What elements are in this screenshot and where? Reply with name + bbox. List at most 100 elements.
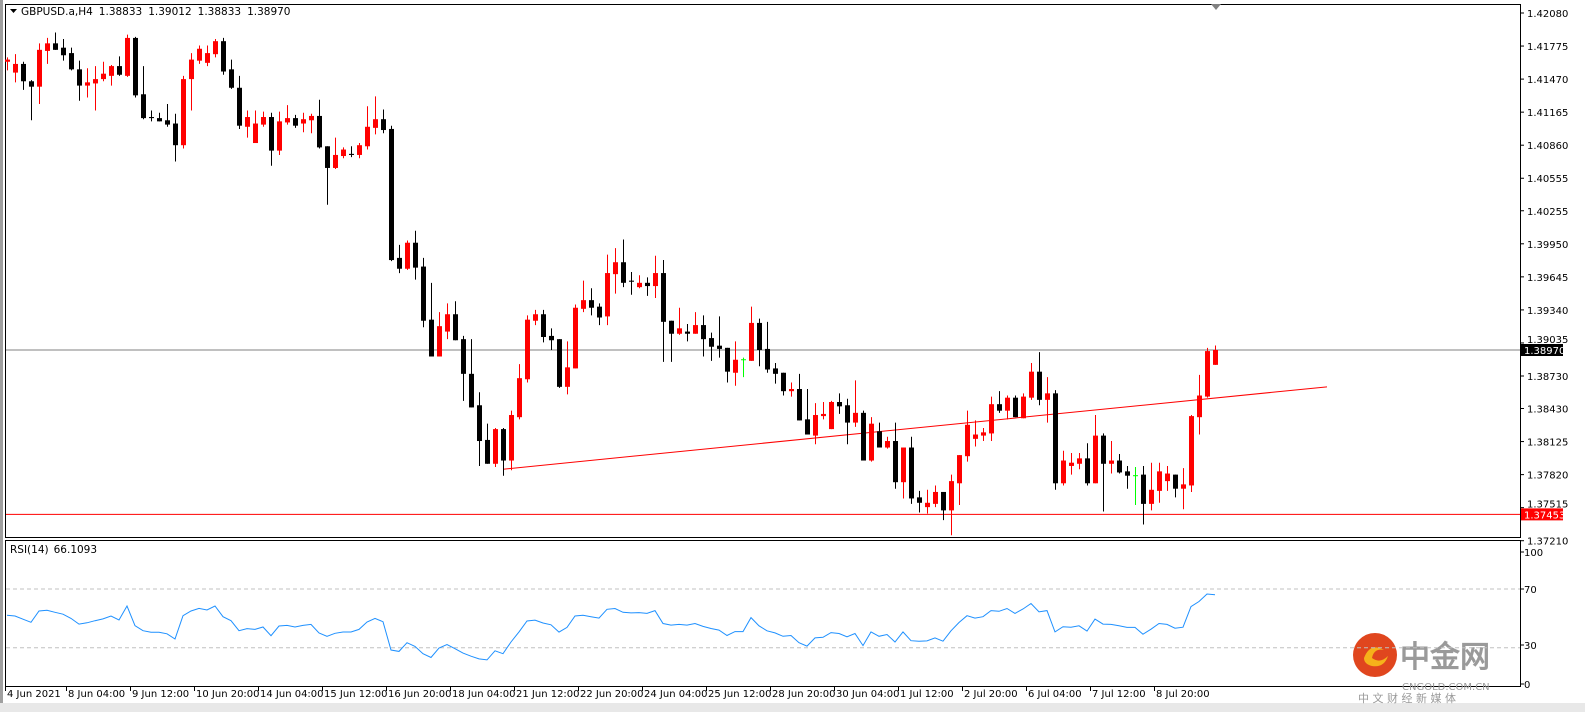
- rsi-line[interactable]: [6, 593, 1216, 661]
- candle[interactable]: [565, 341, 570, 395]
- rsi-pane[interactable]: [5, 540, 1521, 687]
- candle[interactable]: [485, 423, 490, 464]
- candle[interactable]: [85, 68, 90, 98]
- candle[interactable]: [669, 320, 674, 362]
- candle[interactable]: [405, 240, 410, 270]
- candle[interactable]: [573, 304, 578, 369]
- candle[interactable]: [717, 316, 722, 358]
- candle[interactable]: [877, 422, 882, 448]
- candle[interactable]: [749, 306, 754, 361]
- trendline[interactable]: [502, 386, 1328, 470]
- candle[interactable]: [1101, 433, 1106, 512]
- candle[interactable]: [773, 363, 778, 384]
- candle[interactable]: [1173, 474, 1178, 498]
- candle[interactable]: [581, 280, 586, 313]
- candle[interactable]: [997, 391, 1002, 413]
- candle[interactable]: [837, 393, 842, 414]
- candle[interactable]: [605, 254, 610, 326]
- candle[interactable]: [1133, 467, 1138, 505]
- candle[interactable]: [1125, 465, 1130, 489]
- candle[interactable]: [981, 428, 986, 442]
- candle[interactable]: [1205, 347, 1210, 398]
- candle[interactable]: [1069, 452, 1074, 475]
- candle[interactable]: [109, 65, 114, 86]
- candle[interactable]: [205, 45, 210, 67]
- candle[interactable]: [653, 255, 658, 298]
- candle[interactable]: [1021, 393, 1026, 419]
- candle[interactable]: [845, 398, 850, 445]
- candle[interactable]: [813, 403, 818, 445]
- candle[interactable]: [117, 56, 122, 76]
- candle[interactable]: [13, 54, 18, 83]
- candle[interactable]: [45, 37, 50, 64]
- candle[interactable]: [133, 36, 138, 98]
- candle[interactable]: [341, 147, 346, 159]
- candle[interactable]: [453, 301, 458, 341]
- candle[interactable]: [685, 323, 690, 342]
- candle[interactable]: [709, 332, 714, 361]
- candle[interactable]: [269, 112, 274, 166]
- candle[interactable]: [53, 32, 58, 50]
- candle[interactable]: [533, 309, 538, 326]
- candle[interactable]: [789, 382, 794, 397]
- candle[interactable]: [93, 66, 98, 111]
- candle[interactable]: [349, 146, 354, 158]
- candle[interactable]: [925, 489, 930, 514]
- candle[interactable]: [1061, 450, 1066, 486]
- candle[interactable]: [989, 396, 994, 442]
- candle[interactable]: [741, 357, 746, 378]
- candle[interactable]: [941, 491, 946, 521]
- candle[interactable]: [317, 99, 322, 149]
- candle[interactable]: [293, 114, 298, 128]
- candle[interactable]: [541, 309, 546, 343]
- candle[interactable]: [1045, 377, 1050, 423]
- candle[interactable]: [365, 106, 370, 150]
- candle[interactable]: [1077, 452, 1082, 470]
- candle[interactable]: [957, 455, 962, 505]
- candle[interactable]: [765, 321, 770, 373]
- candle[interactable]: [261, 111, 266, 127]
- candle[interactable]: [477, 392, 482, 466]
- candle[interactable]: [421, 257, 426, 328]
- candle[interactable]: [613, 248, 618, 294]
- candle[interactable]: [197, 45, 202, 64]
- candle[interactable]: [1141, 465, 1146, 525]
- candle[interactable]: [69, 47, 74, 71]
- candle[interactable]: [1157, 462, 1162, 503]
- candle[interactable]: [949, 474, 954, 536]
- candle[interactable]: [1117, 454, 1122, 474]
- candle[interactable]: [1213, 345, 1218, 365]
- candle[interactable]: [1013, 395, 1018, 418]
- candle[interactable]: [1189, 415, 1194, 492]
- candle[interactable]: [909, 436, 914, 504]
- chart-shift-marker-icon[interactable]: [1211, 4, 1221, 10]
- candle[interactable]: [1093, 415, 1098, 484]
- candle[interactable]: [141, 66, 146, 120]
- candle[interactable]: [725, 347, 730, 383]
- candle[interactable]: [333, 137, 338, 170]
- candle[interactable]: [437, 312, 442, 357]
- candle[interactable]: [429, 282, 434, 357]
- candle[interactable]: [557, 339, 562, 388]
- candle[interactable]: [757, 318, 762, 367]
- candle[interactable]: [501, 428, 506, 476]
- candle[interactable]: [693, 312, 698, 334]
- candle[interactable]: [5, 57, 10, 71]
- candle[interactable]: [1181, 468, 1186, 510]
- candle[interactable]: [149, 110, 154, 122]
- candle[interactable]: [1109, 441, 1114, 474]
- candle[interactable]: [173, 113, 178, 162]
- candle[interactable]: [781, 372, 786, 396]
- candle[interactable]: [277, 111, 282, 155]
- candle[interactable]: [829, 400, 834, 430]
- candle[interactable]: [861, 410, 866, 461]
- candle[interactable]: [397, 244, 402, 274]
- candle[interactable]: [189, 53, 194, 111]
- dropdown-triangle-icon[interactable]: [10, 9, 17, 13]
- candle[interactable]: [1005, 395, 1010, 420]
- candle[interactable]: [525, 315, 530, 383]
- candle[interactable]: [701, 315, 706, 357]
- candle[interactable]: [213, 39, 218, 58]
- candle[interactable]: [917, 490, 922, 513]
